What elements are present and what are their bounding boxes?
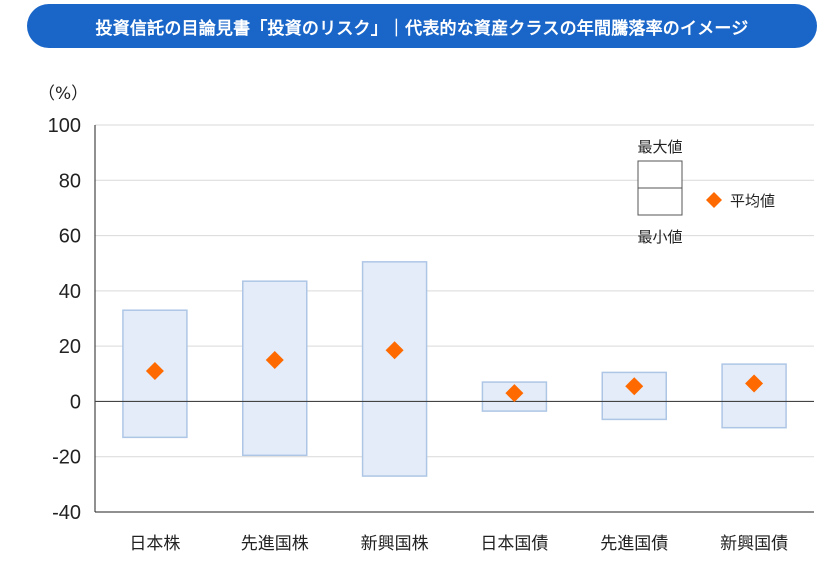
x-category-label: 新興国株 [361, 534, 429, 554]
grid-layer [95, 124, 814, 513]
range-bar [601, 371, 667, 421]
range-bar [721, 363, 787, 429]
y-tick-label: 60 [59, 226, 81, 248]
bars-layer [122, 261, 787, 477]
legend-average-marker [706, 192, 722, 208]
y-tick-label: -20 [52, 447, 81, 469]
legend-average-label: 平均値 [730, 192, 775, 210]
x-category-label: 先進国債 [600, 534, 668, 554]
average-marker [385, 341, 404, 360]
y-tick-label: -40 [52, 502, 81, 524]
average-marker [145, 362, 164, 381]
average-marker [265, 350, 284, 369]
y-tick-label: 40 [59, 281, 81, 303]
legend-max-label: 最大値 [637, 138, 682, 156]
y-unit-label: （%） [38, 84, 88, 104]
legend-min-label: 最小値 [637, 228, 682, 246]
y-tick-label: 100 [48, 115, 81, 137]
chart-title-banner: 投資信託の目論見書「投資のリスク」｜代表的な資産クラスの年間騰落率のイメージ [27, 4, 817, 48]
range-bar [361, 261, 428, 477]
average-marker [745, 374, 764, 393]
axis-layer: 100 80 60 40 20 0 -20 -40 （%） 日本株 先進国株 新興国株 日本国債 先進国債… [38, 84, 814, 554]
marker-layer [145, 341, 764, 403]
y-tick-label: 80 [59, 170, 81, 192]
chart-title: 投資信託の目論見書「投資のリスク」｜代表的な資産クラスの年間騰落率のイメージ [95, 18, 749, 39]
average-marker [625, 377, 644, 396]
y-tick-label: 0 [70, 391, 81, 413]
x-category-label: 新興国債 [720, 534, 788, 554]
x-category-label: 日本株 [129, 534, 180, 554]
average-marker [505, 384, 524, 403]
x-category-label: 日本国債 [480, 534, 548, 554]
x-category-label: 先進国株 [241, 534, 309, 554]
y-tick-label: 20 [59, 336, 81, 358]
